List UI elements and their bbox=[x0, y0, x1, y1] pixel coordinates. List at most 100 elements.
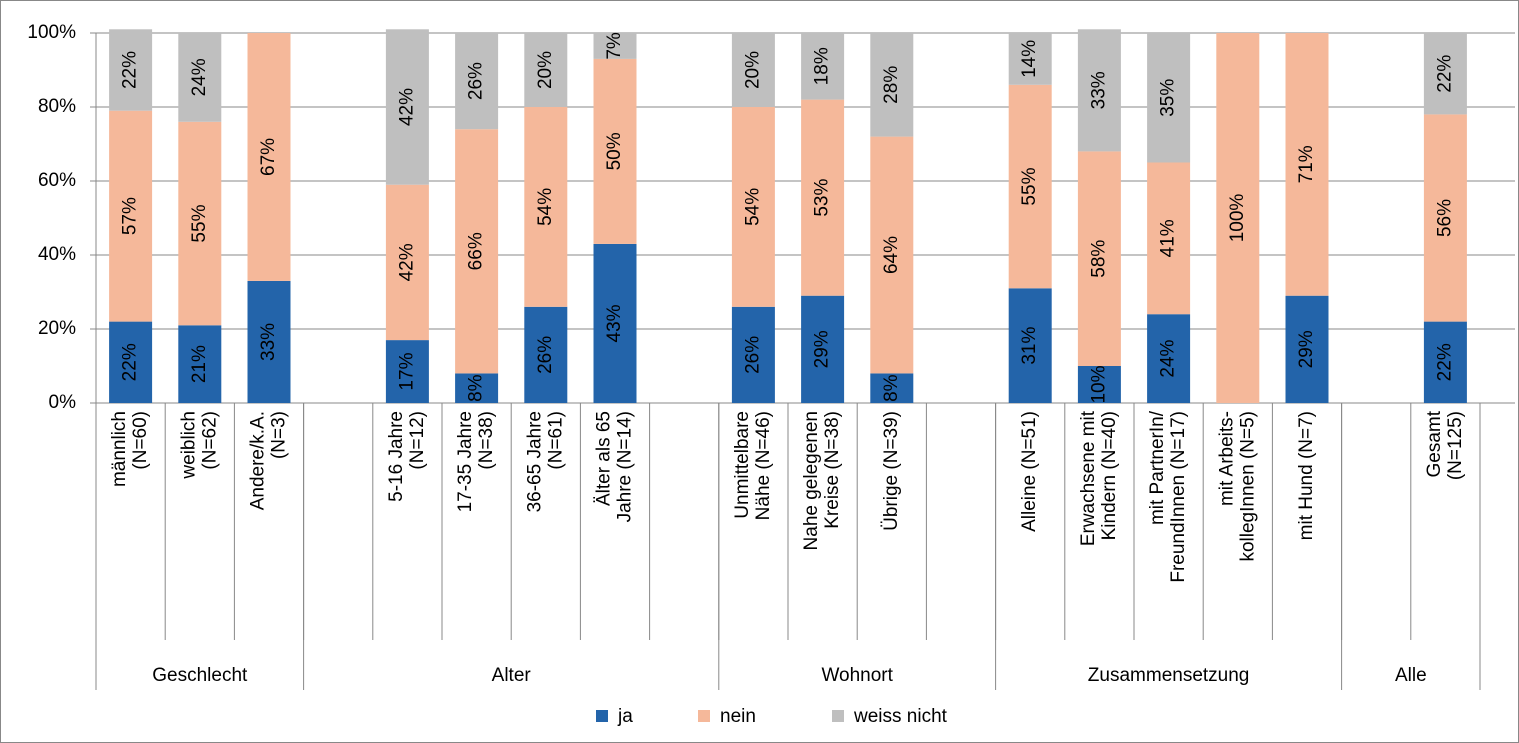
bar-segment bbox=[524, 33, 568, 107]
data-label: 53% bbox=[812, 179, 833, 217]
data-label: 20% bbox=[742, 51, 763, 89]
x-tick-label: UnmittelbareNähe (N=46) bbox=[732, 411, 774, 520]
data-label: 64% bbox=[881, 236, 902, 274]
data-label: 54% bbox=[535, 188, 556, 226]
data-label: 66% bbox=[466, 232, 487, 270]
x-tick-label: Andere/k.A.(N=3) bbox=[248, 411, 290, 510]
data-label: 55% bbox=[189, 204, 210, 242]
group-label: Wohnort bbox=[821, 665, 893, 686]
data-label: 24% bbox=[189, 58, 210, 96]
bar-segment bbox=[109, 110, 153, 322]
data-label: 31% bbox=[1019, 327, 1040, 365]
x-tick-label: 17-35 Jahre(N=38) bbox=[455, 411, 497, 512]
bar-segment bbox=[524, 306, 568, 403]
data-label: 24% bbox=[1158, 339, 1179, 377]
bar-segment bbox=[455, 373, 499, 403]
bar-segment bbox=[455, 33, 499, 130]
bar-segment bbox=[1077, 151, 1121, 366]
data-label: 22% bbox=[120, 51, 141, 89]
bar-segment bbox=[1423, 33, 1467, 115]
bar-segment bbox=[247, 33, 291, 281]
x-tick-label: Alleine (N=51) bbox=[1019, 411, 1040, 532]
y-tick-label: 60% bbox=[38, 170, 76, 191]
data-label: 21% bbox=[189, 345, 210, 383]
bar-segment bbox=[109, 29, 153, 111]
x-tick-label: weiblich(N=62) bbox=[178, 411, 220, 480]
data-label: 42% bbox=[396, 243, 417, 281]
data-label: 22% bbox=[1434, 55, 1455, 93]
bar-segment bbox=[1423, 114, 1467, 322]
bar-segment bbox=[178, 121, 222, 326]
legend-swatch bbox=[698, 710, 710, 722]
y-tick-label: 80% bbox=[38, 96, 76, 117]
data-label: 17% bbox=[396, 352, 417, 390]
bar-segment bbox=[1008, 288, 1052, 403]
y-tick-label: 40% bbox=[38, 244, 76, 265]
x-tick-label: männlich(N=60) bbox=[109, 411, 151, 487]
data-label: 8% bbox=[881, 374, 902, 402]
data-label: 50% bbox=[604, 132, 625, 170]
bar-segment bbox=[1077, 366, 1121, 403]
legend-swatch bbox=[832, 710, 844, 722]
group-label: Alter bbox=[492, 665, 532, 686]
bar-segment bbox=[385, 340, 429, 403]
y-tick-label: 100% bbox=[27, 22, 76, 43]
data-label: 58% bbox=[1088, 240, 1109, 278]
data-label: 100% bbox=[1227, 194, 1248, 243]
legend-label: nein bbox=[720, 706, 756, 727]
bar-segment bbox=[385, 184, 429, 341]
bar-segment bbox=[1008, 33, 1052, 85]
bar-segment bbox=[870, 373, 914, 403]
bar-segment bbox=[178, 325, 222, 403]
data-label: 20% bbox=[535, 51, 556, 89]
data-label: 8% bbox=[466, 374, 487, 402]
data-label: 41% bbox=[1158, 219, 1179, 257]
bar-segment bbox=[109, 321, 153, 403]
x-tick-label: 36-65 Jahre(N=61) bbox=[524, 411, 566, 512]
x-tick-label: Gesamt(N=125) bbox=[1424, 410, 1466, 480]
x-tick-label: 5-16 Jahre(N=12) bbox=[386, 411, 428, 502]
bar-segment bbox=[870, 136, 914, 374]
data-label: 22% bbox=[120, 343, 141, 381]
bar-segment bbox=[593, 58, 637, 244]
data-label: 26% bbox=[535, 336, 556, 374]
bar-segment bbox=[801, 33, 845, 100]
y-tick-label: 0% bbox=[49, 392, 77, 413]
bar-segment bbox=[1285, 33, 1329, 296]
bar-segment bbox=[1147, 33, 1191, 163]
x-tick-label: mit PartnerIn/FreundInnen (N=17) bbox=[1147, 410, 1189, 582]
bar-segment bbox=[1216, 33, 1260, 403]
data-label: 55% bbox=[1019, 167, 1040, 205]
data-label: 54% bbox=[742, 188, 763, 226]
bar-segment bbox=[593, 33, 637, 59]
data-label: 43% bbox=[604, 304, 625, 342]
x-tick-label: mit Hund (N=7) bbox=[1296, 411, 1317, 540]
bar-segment bbox=[1077, 29, 1121, 152]
legend-label: ja bbox=[617, 706, 633, 727]
x-tick-label: Übrige (N=39) bbox=[881, 411, 902, 531]
data-label: 18% bbox=[812, 47, 833, 85]
data-label: 42% bbox=[396, 88, 417, 126]
data-label: 26% bbox=[742, 336, 763, 374]
data-label: 71% bbox=[1296, 145, 1317, 183]
bar-segment bbox=[1147, 162, 1191, 315]
bar-segment bbox=[178, 33, 222, 122]
data-label: 29% bbox=[1296, 330, 1317, 368]
bar-segment bbox=[1008, 84, 1052, 289]
y-tick-label: 20% bbox=[38, 318, 76, 339]
data-label: 57% bbox=[120, 197, 141, 235]
data-label: 7% bbox=[604, 32, 625, 60]
bar-segment bbox=[593, 243, 637, 403]
bar-segment bbox=[731, 306, 775, 403]
bar-segment bbox=[870, 33, 914, 137]
bar-segment bbox=[1423, 321, 1467, 403]
bar-segment bbox=[524, 107, 568, 307]
data-label: 33% bbox=[258, 323, 279, 361]
data-label: 67% bbox=[258, 138, 279, 176]
bar-segment bbox=[455, 129, 499, 374]
legend-label: weiss nicht bbox=[853, 706, 948, 727]
data-label: 29% bbox=[812, 330, 833, 368]
data-label: 35% bbox=[1158, 79, 1179, 117]
x-tick-label: Nahe gelegenenKreise (N=38) bbox=[801, 411, 843, 550]
